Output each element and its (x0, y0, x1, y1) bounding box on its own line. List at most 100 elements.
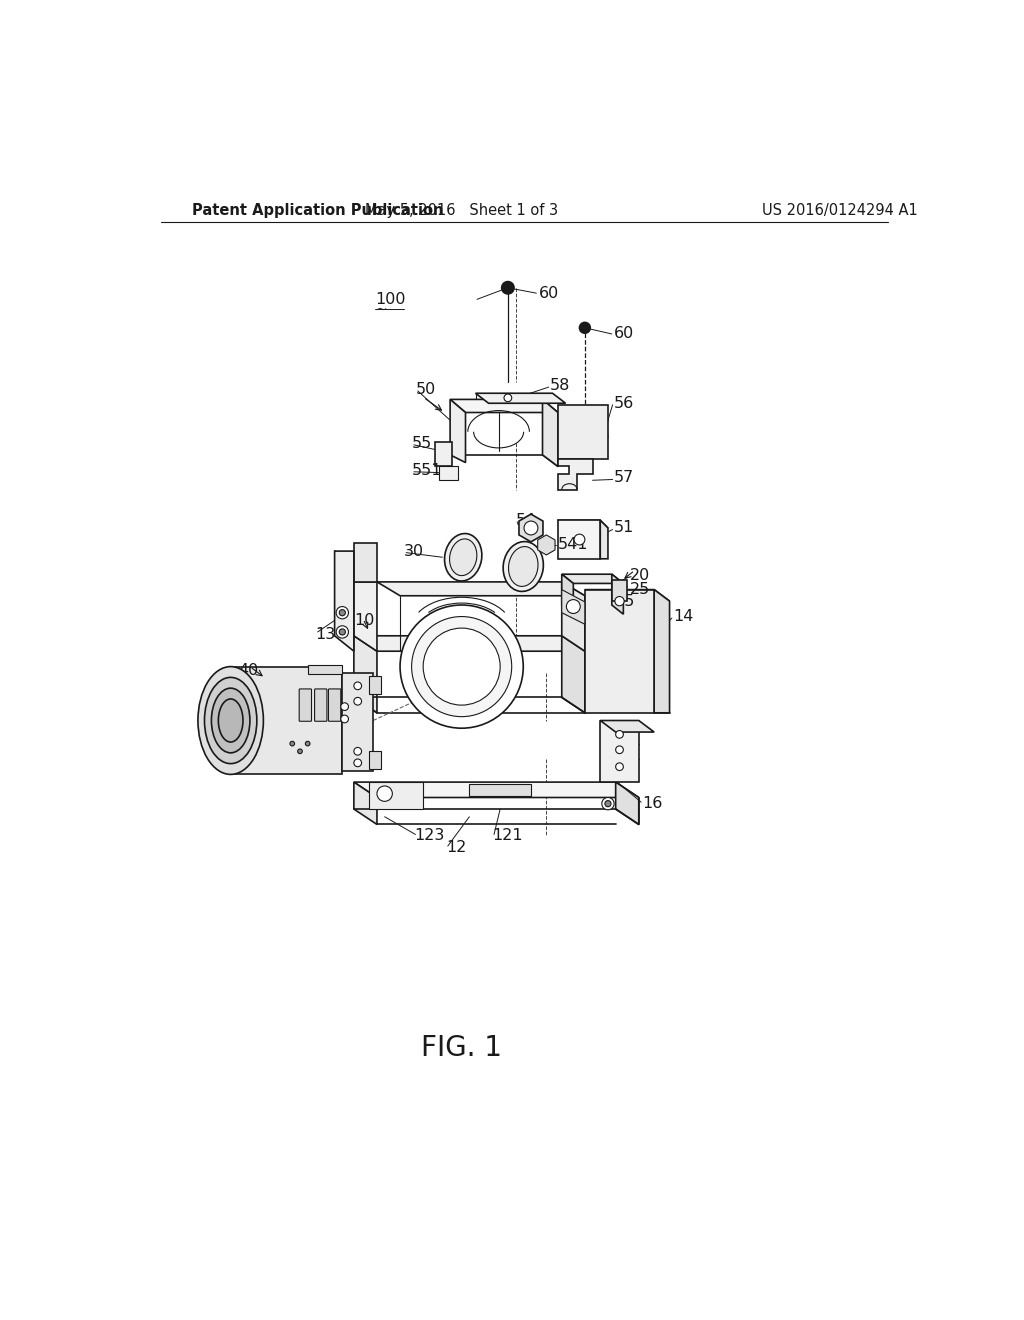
Circle shape (524, 521, 538, 535)
Text: 551: 551 (412, 463, 442, 478)
Text: 20: 20 (630, 568, 650, 583)
Polygon shape (543, 400, 558, 466)
Polygon shape (600, 721, 639, 781)
Circle shape (339, 610, 345, 615)
Circle shape (423, 628, 500, 705)
Text: 541: 541 (558, 537, 589, 553)
Polygon shape (342, 673, 373, 771)
Polygon shape (611, 574, 624, 614)
Polygon shape (585, 590, 654, 713)
Text: 13: 13 (315, 627, 336, 642)
Text: FIG. 1: FIG. 1 (421, 1034, 502, 1061)
Ellipse shape (509, 546, 538, 586)
FancyBboxPatch shape (329, 689, 341, 721)
Polygon shape (335, 697, 370, 721)
Polygon shape (600, 520, 608, 558)
Circle shape (412, 616, 512, 717)
Circle shape (605, 800, 611, 807)
Text: 54: 54 (515, 512, 536, 528)
Circle shape (354, 747, 361, 755)
Ellipse shape (218, 700, 243, 742)
Polygon shape (377, 582, 585, 595)
Polygon shape (558, 520, 608, 528)
Text: 60: 60 (614, 326, 635, 342)
Polygon shape (435, 442, 453, 466)
Text: US 2016/0124294 A1: US 2016/0124294 A1 (762, 203, 918, 218)
Text: 25: 25 (630, 582, 650, 597)
Text: 16: 16 (351, 737, 372, 751)
Circle shape (377, 785, 392, 801)
FancyBboxPatch shape (299, 689, 311, 721)
Circle shape (290, 742, 295, 746)
Circle shape (580, 322, 590, 333)
Circle shape (336, 626, 348, 638)
Polygon shape (354, 544, 377, 582)
Polygon shape (562, 590, 585, 624)
Circle shape (400, 605, 523, 729)
Text: 51: 51 (614, 520, 635, 536)
Text: 60: 60 (539, 285, 559, 301)
Polygon shape (335, 552, 354, 651)
Circle shape (574, 535, 585, 545)
Polygon shape (354, 781, 639, 797)
Text: Patent Application Publication: Patent Application Publication (193, 203, 443, 218)
Polygon shape (562, 636, 585, 713)
Polygon shape (370, 676, 381, 693)
Circle shape (615, 763, 624, 771)
Polygon shape (354, 636, 585, 651)
Text: 30: 30 (403, 544, 424, 558)
Text: 100: 100 (376, 292, 406, 306)
Text: ~: ~ (376, 302, 387, 317)
Ellipse shape (444, 533, 482, 581)
Circle shape (602, 797, 614, 809)
Polygon shape (354, 636, 377, 713)
Circle shape (354, 682, 361, 689)
Text: 14: 14 (674, 609, 694, 624)
Polygon shape (469, 784, 531, 796)
Polygon shape (562, 574, 573, 612)
Text: 57: 57 (614, 470, 635, 486)
Polygon shape (519, 515, 543, 543)
Polygon shape (538, 535, 555, 554)
Ellipse shape (198, 667, 263, 775)
Polygon shape (558, 459, 593, 490)
Ellipse shape (450, 539, 477, 576)
Polygon shape (370, 781, 423, 809)
Polygon shape (354, 781, 377, 825)
Circle shape (305, 742, 310, 746)
Circle shape (298, 748, 302, 754)
Polygon shape (307, 665, 342, 675)
Polygon shape (558, 520, 600, 558)
FancyBboxPatch shape (314, 689, 327, 721)
Circle shape (502, 281, 514, 294)
Polygon shape (475, 393, 565, 404)
Text: 123: 123 (414, 829, 444, 843)
Polygon shape (438, 466, 458, 480)
Polygon shape (354, 582, 377, 651)
Polygon shape (562, 574, 624, 583)
Text: 16: 16 (643, 796, 663, 812)
Text: 10: 10 (354, 612, 374, 628)
Polygon shape (585, 590, 670, 601)
Polygon shape (451, 400, 558, 412)
Circle shape (341, 702, 348, 710)
Text: 15: 15 (614, 594, 635, 609)
Ellipse shape (503, 541, 544, 591)
Polygon shape (451, 400, 466, 462)
Text: 121: 121 (493, 829, 523, 843)
Polygon shape (558, 405, 608, 459)
Polygon shape (562, 582, 585, 651)
Polygon shape (370, 751, 381, 770)
Text: 56: 56 (614, 396, 635, 411)
Polygon shape (654, 590, 670, 713)
Circle shape (339, 628, 345, 635)
Circle shape (615, 746, 624, 754)
Circle shape (354, 697, 361, 705)
Polygon shape (335, 721, 370, 739)
Circle shape (614, 597, 625, 606)
Circle shape (566, 599, 581, 614)
Circle shape (354, 759, 361, 767)
Text: 12: 12 (446, 840, 467, 855)
Circle shape (504, 395, 512, 401)
Circle shape (336, 607, 348, 619)
